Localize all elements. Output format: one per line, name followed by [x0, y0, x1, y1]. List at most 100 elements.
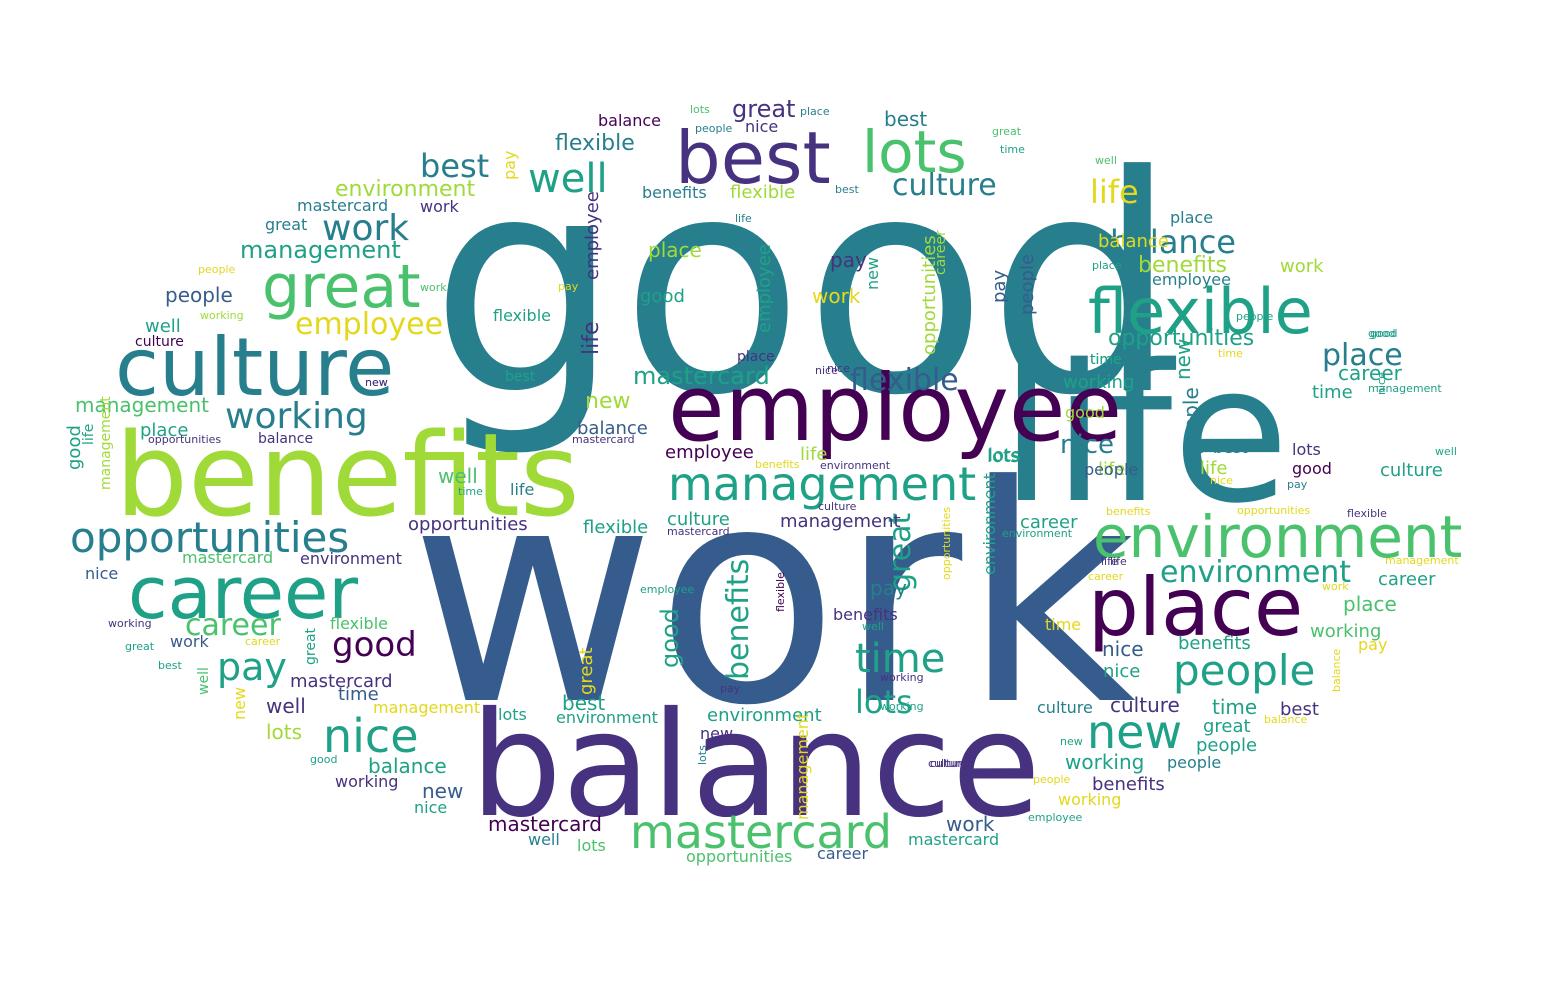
cloud-word-best: best [884, 107, 927, 131]
cloud-word-new: new [1171, 339, 1195, 380]
cloud-word-place: place [800, 105, 830, 118]
cloud-word-good: good [1370, 327, 1397, 340]
cloud-word-best: best [158, 659, 182, 672]
cloud-word-environment: environment [556, 708, 658, 727]
cloud-word-balance: balance [1098, 231, 1169, 252]
cloud-word-mastercard: mastercard [630, 805, 892, 859]
cloud-word-opportunities: opportunities [1237, 504, 1310, 517]
cloud-word-management: management [373, 698, 480, 717]
cloud-word-nice: nice [323, 709, 419, 763]
cloud-word-life: life [1090, 173, 1139, 211]
cloud-word-benefits: benefits [721, 559, 756, 680]
cloud-word-time: time [1045, 615, 1081, 634]
cloud-word-benefits: benefits [642, 183, 707, 202]
cloud-word-people: people [165, 283, 233, 307]
cloud-word-culture: culture [928, 757, 967, 770]
cloud-word-time: time [1312, 382, 1353, 403]
cloud-word-culture: culture [818, 500, 857, 513]
cloud-word-work: work [1322, 580, 1349, 593]
cloud-word-working: working [1063, 372, 1134, 393]
cloud-word-career: career [128, 551, 358, 635]
cloud-word-lots: lots [987, 446, 1019, 467]
cloud-word-working: working [335, 772, 398, 791]
cloud-word-good: good [1065, 403, 1105, 422]
cloud-word-time: time [1212, 695, 1257, 719]
cloud-word-nice: nice [815, 364, 838, 377]
cloud-word-working: working [880, 700, 924, 713]
cloud-word-people: people [1179, 387, 1203, 455]
cloud-word-best: best [505, 369, 536, 385]
cloud-word-people: people [1167, 753, 1221, 772]
cloud-word-career: career [1088, 570, 1124, 583]
cloud-word-people: people [1084, 460, 1138, 479]
cloud-word-flexible: flexible [850, 363, 959, 398]
cloud-word-mastercard: mastercard [908, 830, 999, 849]
cloud-word-best: best [1213, 438, 1248, 457]
cloud-word-balance: balance [577, 418, 648, 439]
cloud-word-career: career [933, 230, 949, 275]
cloud-word-career: career [245, 635, 281, 648]
cloud-word-employee: employee [1028, 811, 1083, 824]
cloud-word-pay: pay [870, 576, 907, 600]
cloud-word-management: management [1368, 382, 1442, 395]
cloud-word-work: work [946, 812, 995, 836]
cloud-word-great: great [576, 647, 597, 695]
cloud-word-mastercard: mastercard [290, 671, 393, 692]
cloud-word-place: place [1088, 561, 1303, 654]
cloud-word-good: good [310, 753, 337, 766]
cloud-word-time: time [1090, 352, 1122, 368]
cloud-word-opportunities: opportunities [148, 433, 221, 446]
cloud-word-great: great [1203, 716, 1251, 737]
cloud-word-culture: culture [667, 509, 730, 530]
cloud-word-great: great [262, 252, 421, 322]
cloud-word-employee: employee [668, 355, 1122, 462]
cloud-word-best: best [562, 691, 605, 715]
cloud-word-management: management [780, 511, 901, 532]
cloud-word-nice: nice [1060, 430, 1114, 460]
cloud-word-well: well [145, 316, 181, 337]
cloud-word-culture: culture [1110, 693, 1180, 717]
cloud-word-people: people [1196, 735, 1257, 756]
cloud-word-employee: employee [665, 442, 754, 463]
cloud-word-good: good [1368, 327, 1395, 340]
cloud-word-benefits: benefits [1106, 505, 1151, 518]
cloud-word-pay: pay [500, 151, 519, 180]
cloud-word-flexible: flexible [730, 182, 795, 203]
cloud-word-culture: culture [1380, 460, 1443, 481]
cloud-word-nice: nice [1210, 474, 1233, 487]
cloud-word-best: best [1213, 437, 1248, 456]
cloud-word-flexible: flexible [555, 131, 635, 156]
cloud-word-lots: lots [577, 836, 606, 855]
cloud-word-balance: balance [258, 431, 313, 447]
cloud-word-balance: balance [1110, 223, 1236, 261]
cloud-word-mastercard: mastercard [297, 196, 388, 215]
cloud-word-new: new [230, 687, 249, 720]
cloud-word-environment: environment [707, 705, 822, 726]
cloud-word-career: career [817, 844, 869, 863]
cloud-word-well: well [438, 464, 478, 488]
cloud-word-flexible: flexible [1347, 507, 1387, 520]
cloud-word-life: life [81, 424, 97, 445]
cloud-word-place: place [1170, 208, 1213, 227]
cloud-word-nice: nice [827, 362, 850, 375]
cloud-word-environment: environment [820, 459, 891, 472]
cloud-word-career: career [1378, 569, 1436, 590]
cloud-word-employee: employee [754, 244, 775, 333]
cloud-word-lots: lots [498, 705, 527, 724]
cloud-word-new: new [365, 376, 388, 389]
cloud-word-nice: nice [1375, 372, 1388, 395]
cloud-word-opportunities: opportunities [408, 514, 528, 535]
cloud-word-lots: lots [988, 445, 1020, 466]
cloud-word-environment: environment [1002, 527, 1073, 540]
cloud-word-place: place [1092, 259, 1122, 272]
cloud-word-lots: lots [266, 720, 302, 744]
cloud-word-place: place [140, 420, 188, 441]
cloud-word-nice: nice [414, 798, 447, 817]
cloud-word-great: great [265, 215, 307, 234]
cloud-word-career: career [1020, 512, 1078, 533]
cloud-word-work: work [420, 281, 447, 294]
cloud-word-environment: environment [335, 177, 475, 202]
cloud-word-good: good [656, 608, 684, 668]
cloud-word-management: management [793, 713, 812, 820]
cloud-word-people: people [1017, 254, 1038, 315]
